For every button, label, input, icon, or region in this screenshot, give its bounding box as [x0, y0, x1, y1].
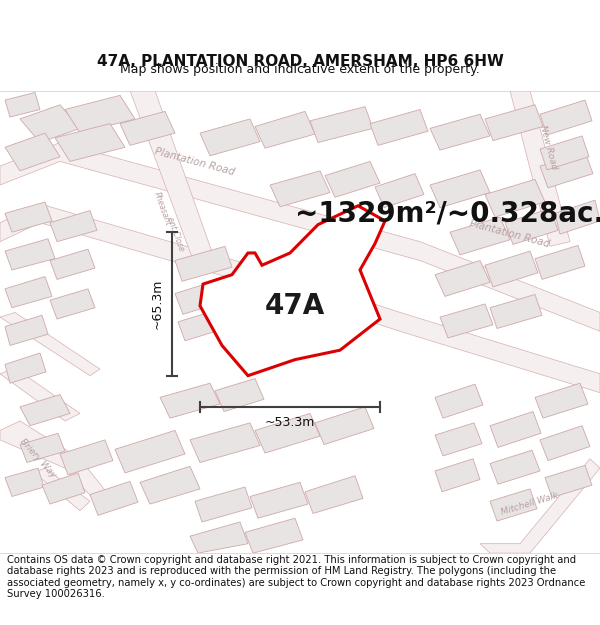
Polygon shape — [505, 209, 558, 244]
Polygon shape — [5, 468, 44, 496]
Polygon shape — [5, 202, 52, 232]
Polygon shape — [270, 171, 330, 207]
Polygon shape — [480, 459, 600, 553]
Polygon shape — [250, 482, 308, 518]
Text: Pheasant: Pheasant — [152, 191, 172, 227]
Text: Contains OS data © Crown copyright and database right 2021. This information is : Contains OS data © Crown copyright and d… — [7, 554, 586, 599]
Polygon shape — [0, 142, 600, 331]
Polygon shape — [50, 211, 97, 242]
Polygon shape — [200, 119, 260, 156]
Polygon shape — [450, 217, 510, 255]
Polygon shape — [190, 423, 260, 462]
Polygon shape — [430, 114, 490, 150]
Polygon shape — [555, 200, 600, 234]
Polygon shape — [50, 289, 95, 319]
Text: Briery Way: Briery Way — [18, 438, 58, 480]
Polygon shape — [160, 383, 220, 418]
Polygon shape — [545, 466, 592, 498]
Polygon shape — [370, 109, 428, 146]
Polygon shape — [5, 92, 40, 117]
Polygon shape — [440, 304, 493, 338]
Text: 47A, PLANTATION ROAD, AMERSHAM, HP6 6HW: 47A, PLANTATION ROAD, AMERSHAM, HP6 6HW — [97, 54, 503, 69]
Polygon shape — [20, 394, 70, 426]
Polygon shape — [490, 411, 541, 447]
Polygon shape — [0, 421, 110, 506]
Text: ~1329m²/~0.328ac.: ~1329m²/~0.328ac. — [295, 199, 600, 228]
Polygon shape — [120, 111, 175, 146]
Polygon shape — [5, 353, 46, 383]
Text: Map shows position and indicative extent of the property.: Map shows position and indicative extent… — [120, 63, 480, 76]
Polygon shape — [5, 239, 55, 270]
Polygon shape — [535, 383, 588, 418]
Polygon shape — [305, 476, 363, 514]
Polygon shape — [115, 431, 185, 473]
Polygon shape — [195, 487, 252, 522]
Polygon shape — [0, 204, 600, 392]
Polygon shape — [0, 312, 100, 376]
Text: ent Close: ent Close — [164, 216, 185, 252]
Polygon shape — [178, 309, 225, 341]
Polygon shape — [200, 206, 385, 376]
Polygon shape — [540, 426, 590, 461]
Polygon shape — [430, 170, 490, 208]
Polygon shape — [255, 111, 315, 148]
Polygon shape — [310, 107, 373, 142]
Polygon shape — [130, 91, 215, 265]
Polygon shape — [540, 152, 593, 188]
Polygon shape — [490, 294, 542, 329]
Text: ~53.3m: ~53.3m — [265, 416, 315, 429]
Polygon shape — [435, 423, 482, 456]
Polygon shape — [535, 246, 585, 279]
Polygon shape — [510, 91, 570, 246]
Polygon shape — [50, 249, 95, 279]
Polygon shape — [42, 473, 85, 504]
Polygon shape — [435, 261, 490, 296]
Polygon shape — [140, 466, 200, 504]
Text: Plantation Road: Plantation Road — [154, 146, 236, 177]
Polygon shape — [540, 100, 592, 135]
Polygon shape — [435, 459, 480, 492]
Polygon shape — [435, 384, 483, 418]
Polygon shape — [0, 368, 80, 421]
Text: Plantation Road: Plantation Road — [469, 219, 551, 249]
Polygon shape — [5, 277, 52, 308]
Polygon shape — [90, 481, 138, 516]
Polygon shape — [540, 136, 589, 170]
Polygon shape — [60, 440, 113, 475]
Polygon shape — [485, 179, 545, 217]
Text: ~65.3m: ~65.3m — [151, 279, 164, 329]
Polygon shape — [315, 407, 374, 444]
Polygon shape — [20, 433, 65, 462]
Polygon shape — [215, 379, 264, 411]
Polygon shape — [20, 468, 90, 511]
Polygon shape — [55, 124, 125, 161]
Polygon shape — [255, 413, 320, 453]
Text: Mitchell Walk: Mitchell Walk — [500, 491, 560, 517]
Polygon shape — [190, 522, 248, 553]
Text: New Road: New Road — [538, 124, 558, 171]
Polygon shape — [5, 315, 48, 346]
Polygon shape — [490, 489, 537, 521]
Polygon shape — [5, 133, 60, 171]
Polygon shape — [20, 105, 80, 142]
Polygon shape — [65, 96, 135, 133]
Polygon shape — [245, 518, 303, 553]
Polygon shape — [325, 161, 380, 198]
Polygon shape — [485, 105, 543, 141]
Polygon shape — [175, 279, 228, 314]
Text: 47A: 47A — [265, 292, 325, 320]
Polygon shape — [175, 246, 232, 281]
Polygon shape — [490, 450, 540, 484]
Polygon shape — [375, 174, 424, 208]
Polygon shape — [485, 251, 538, 287]
